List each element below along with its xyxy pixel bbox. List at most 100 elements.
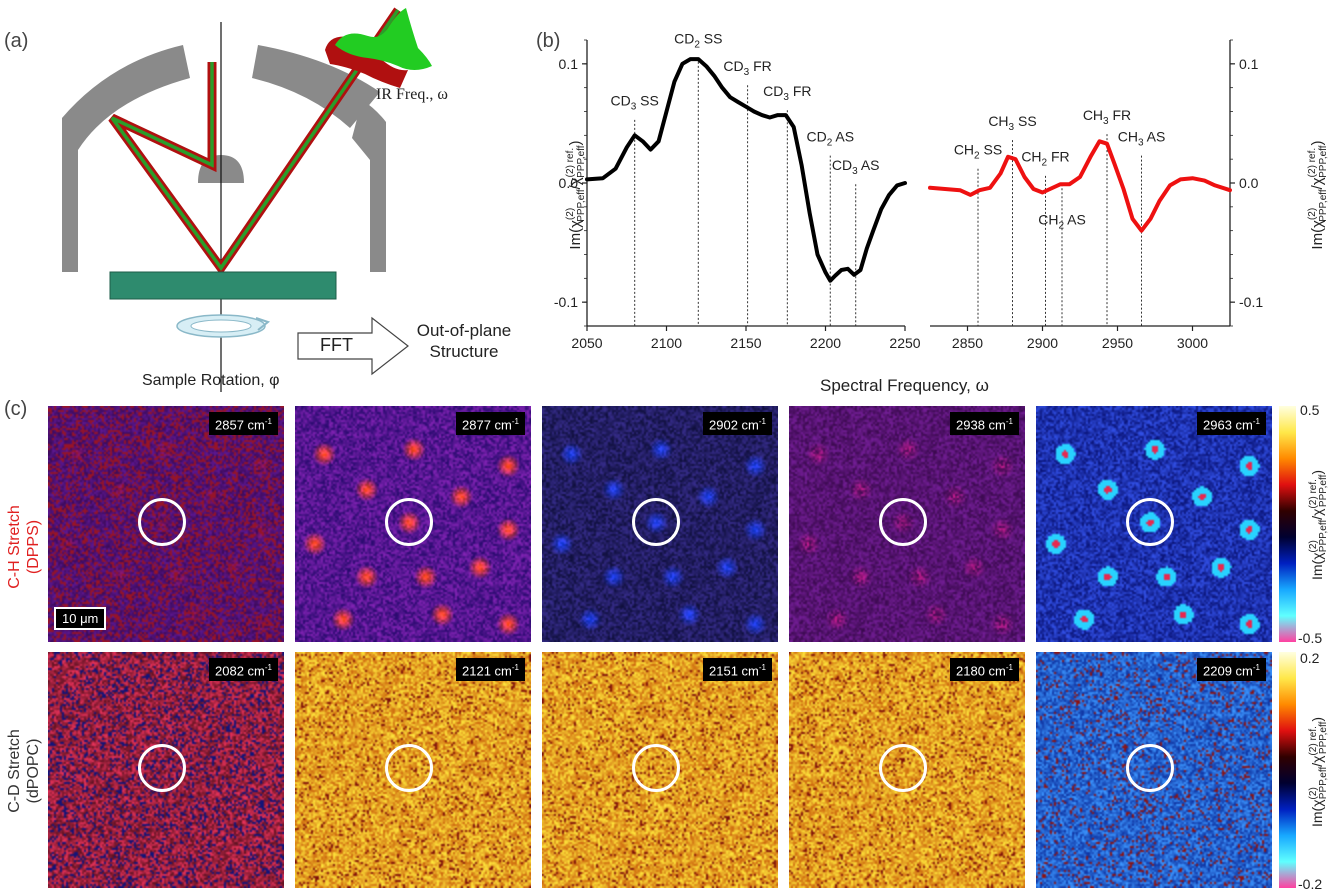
- scale-bar: 10 μm: [54, 607, 107, 630]
- colorbar2-max: 0.2: [1300, 650, 1320, 666]
- panel-c-label: (c): [4, 398, 28, 420]
- y-tick-label: -0.1: [1239, 294, 1263, 310]
- colorbar2-min: -0.2: [1298, 876, 1323, 892]
- sample-substrate: [109, 271, 337, 300]
- region-circle: [632, 744, 680, 792]
- image-tile-row1-4: 2938 cm-1: [789, 406, 1025, 642]
- optic-housing-right-lower: [352, 100, 386, 272]
- image-tile-row1-5: 2963 cm-1: [1036, 406, 1272, 642]
- frequency-text: 2902 cm: [709, 417, 759, 433]
- peak-annotation: CH3 SS: [988, 113, 1036, 133]
- x-tick-label: 2950: [1102, 335, 1133, 351]
- panel-a-label: (a): [4, 30, 29, 52]
- frequency-unit-exponent: -1: [1005, 663, 1013, 672]
- y-axis-label-left: Im(χ(2)PPP,eff/χ(2) ref.PPP,eff): [565, 140, 587, 249]
- y-tick-label: 0.1: [1239, 56, 1259, 72]
- x-tick-label: 2250: [889, 335, 920, 351]
- x-tick-label: 2050: [571, 335, 602, 351]
- image-tile-row2-1: 2082 cm-1: [48, 652, 284, 888]
- frequency-unit-exponent: -1: [1252, 663, 1260, 672]
- ir-frequency-label: IR Freq., ω: [376, 86, 448, 103]
- row1-label-line2: (DPPS): [25, 519, 42, 575]
- image-tile-row1-3: 2902 cm-1: [542, 406, 778, 642]
- frequency-badge: 2082 cm-1: [209, 658, 278, 682]
- frequency-unit-exponent: -1: [511, 663, 519, 672]
- frequency-unit-exponent: -1: [1005, 417, 1013, 426]
- y-tick-label: 0.1: [559, 56, 579, 72]
- frequency-badge: 2151 cm-1: [703, 658, 772, 682]
- frequency-unit-exponent: -1: [264, 417, 272, 426]
- region-circle: [879, 498, 927, 546]
- peak-annotation: CH2 SS: [954, 141, 1002, 161]
- y-tick-label: 0.0: [559, 175, 579, 191]
- x-tick-label: 2850: [952, 335, 983, 351]
- colorbar1-max: 0.5: [1300, 402, 1320, 418]
- frequency-text: 2082 cm: [215, 663, 265, 679]
- frequency-badge: 2938 cm-1: [950, 412, 1019, 436]
- frequency-text: 2938 cm: [956, 417, 1006, 433]
- row1-label: C-H Stretch (DPPS): [6, 428, 42, 664]
- optic-housing-right: [252, 45, 380, 128]
- image-tile-row2-2: 2121 cm-1: [295, 652, 531, 888]
- peak-annotation: CD2 SS: [674, 31, 722, 51]
- peak-annotation: CD3 SS: [611, 93, 659, 113]
- peak-annotation: CH3 FR: [1083, 107, 1131, 127]
- region-circle: [632, 498, 680, 546]
- setup-diagram: [62, 7, 432, 392]
- out-of-plane-line2: Structure: [429, 342, 499, 361]
- fft-label: FFT: [320, 335, 353, 355]
- frequency-text: 2209 cm: [1203, 663, 1253, 679]
- spectra-chart: 2050 2100 2150 2200 2250 -0.1 0.0 0.1 CD3 SS CD2 …: [554, 31, 1329, 351]
- sample-rotation-label: Sample Rotation, φ: [142, 372, 280, 389]
- peak-annotation: CD3 FR: [763, 83, 811, 103]
- peak-annotation: CD3 FR: [723, 58, 771, 78]
- frequency-badge: 2902 cm-1: [703, 412, 772, 436]
- peak-annotation: CD3 AS: [832, 157, 880, 177]
- x-tick-label: 2100: [651, 335, 682, 351]
- out-of-plane-label: Out-of-plane Structure: [404, 320, 524, 362]
- frequency-text: 2180 cm: [956, 663, 1006, 679]
- frequency-unit-exponent: -1: [758, 417, 766, 426]
- cd-spectrum-plot: 2050 2100 2150 2200 2250 -0.1 0.0 0.1 CD3 SS CD2 …: [554, 31, 921, 351]
- frequency-badge: 2877 cm-1: [456, 412, 525, 436]
- region-circle: [385, 498, 433, 546]
- region-circle: [385, 744, 433, 792]
- optic-housing-left: [62, 45, 190, 272]
- region-circle: [879, 744, 927, 792]
- region-circle: [1126, 498, 1174, 546]
- region-circle: [1126, 744, 1174, 792]
- ir-pulse-green: [335, 8, 432, 70]
- out-of-plane-line1: Out-of-plane: [416, 321, 512, 340]
- x-tick-label: 2200: [810, 335, 841, 351]
- colorbar-row1: [1279, 406, 1296, 642]
- frequency-badge: 2963 cm-1: [1197, 412, 1266, 436]
- peak-annotation: CH2 AS: [1038, 212, 1086, 232]
- colorbar1-min: -0.5: [1298, 630, 1323, 646]
- frequency-badge: 2857 cm-1: [209, 412, 278, 436]
- image-tile-row2-4: 2180 cm-1: [789, 652, 1025, 888]
- colorbar1-title: Im(χ(2)PPP,eff/χ(2) ref.PPP,eff): [1308, 470, 1329, 580]
- frequency-text: 2857 cm: [215, 417, 265, 433]
- frequency-text: 2963 cm: [1203, 417, 1253, 433]
- colorbar2-title: Im(χ(2)PPP,eff/χ(2) ref.PPP,eff): [1308, 717, 1329, 827]
- ch-spectrum-plot: 2850 2900 2950 3000 -0.1 0.0 0.1 CH2 SS CH3 SS CH…: [928, 39, 1263, 351]
- colorbar-row2: [1279, 652, 1296, 888]
- row1-label-line1: C-H Stretch: [6, 505, 23, 589]
- frequency-unit-exponent: -1: [511, 417, 519, 426]
- row2-label: C-D Stretch (dPOPC): [6, 652, 42, 888]
- image-tile-row1-1: 2857 cm-1 10 μm: [48, 406, 284, 642]
- x-tick-label: 3000: [1177, 335, 1208, 351]
- x-axis-label: Spectral Frequency, ω: [820, 376, 989, 395]
- panel-b-label: (b): [536, 30, 561, 52]
- peak-annotation: CH3 AS: [1118, 128, 1166, 148]
- image-tile-row2-5: 2209 cm-1: [1036, 652, 1272, 888]
- row2-label-line1: C-D Stretch: [6, 729, 23, 813]
- frequency-text: 2151 cm: [709, 663, 759, 679]
- image-tile-row1-2: 2877 cm-1: [295, 406, 531, 642]
- row2-label-line2: (dPOPC): [25, 738, 42, 804]
- frequency-unit-exponent: -1: [758, 663, 766, 672]
- image-tile-row2-3: 2151 cm-1: [542, 652, 778, 888]
- spectrum-line: [585, 57, 907, 283]
- y-tick-label: 0.0: [1239, 175, 1259, 191]
- colorbar-axis-labels: Im(χ(2)PPP,eff/χ(2) ref.PPP,eff) Im(χ(2)…: [1308, 470, 1329, 827]
